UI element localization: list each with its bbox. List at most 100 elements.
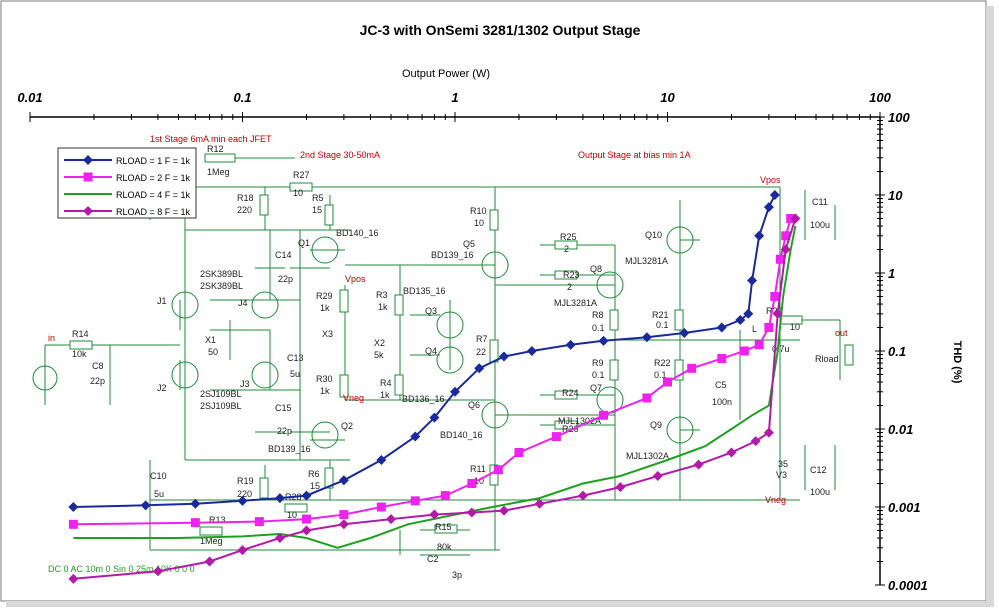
window-frame — [0, 0, 987, 602]
schematic — [32, 153, 854, 556]
series-line — [73, 218, 797, 580]
transistor-symbol — [251, 361, 279, 389]
schematic-label: Q6 — [468, 400, 480, 410]
resistor-symbol — [339, 289, 349, 313]
resistor-symbol — [674, 359, 684, 381]
data-point — [498, 351, 509, 362]
schematic-label: 10 — [474, 476, 484, 486]
schematic-label: Q2 — [341, 421, 353, 431]
legend-label: RLOAD = 1 F = 1k — [116, 156, 191, 166]
schematic-label: Q1 — [298, 238, 310, 248]
data-point — [429, 412, 440, 423]
data-point — [716, 322, 727, 333]
data-point — [410, 496, 420, 506]
schematic-label: 22p — [90, 376, 105, 386]
schematic-label: C10 — [150, 471, 167, 481]
y-tick-label: 0.001 — [888, 500, 921, 515]
data-point — [754, 230, 765, 241]
transistor-symbol — [251, 291, 279, 319]
schematic-label: 1k — [320, 386, 330, 396]
resistor-symbol — [489, 339, 499, 363]
data-point — [790, 213, 801, 224]
data-point — [376, 455, 387, 466]
resistor-symbol — [489, 209, 499, 231]
schematic-label: R4 — [380, 378, 392, 388]
schematic-label: C13 — [287, 353, 304, 363]
transistor-symbol — [666, 226, 694, 254]
data-point — [780, 244, 791, 255]
schematic-label: 1st Stage 6mA min each JFET — [150, 134, 272, 144]
schematic-label: R15 — [435, 522, 452, 532]
data-point — [534, 498, 545, 509]
legend-marker — [83, 155, 93, 165]
resistor-symbol — [674, 309, 684, 331]
transistor-symbol — [171, 291, 199, 319]
schematic-label: BD139_16 — [268, 444, 311, 454]
legend: RLOAD = 1 F = 1k RLOAD = 2 F = 1k RLOAD = … — [57, 147, 197, 219]
data-point — [450, 386, 460, 397]
data-point — [754, 340, 764, 350]
schematic-label: 1k — [320, 303, 330, 313]
axes: 0.01 0.1 1 10 100 100 10 1 0.1 0.01 0.001 0.0001 — [17, 90, 927, 593]
resistor-symbol — [339, 374, 349, 398]
data-point — [68, 519, 78, 529]
series-layer — [68, 190, 801, 584]
data-point — [781, 231, 791, 241]
schematic-label: R18 — [237, 193, 254, 203]
legend-label: RLOAD = 8 F = 1k — [116, 207, 191, 217]
data-point — [237, 545, 248, 556]
data-point — [577, 490, 588, 501]
data-point — [717, 354, 727, 364]
resistor-symbol — [434, 524, 458, 534]
schematic-label: Vneg — [343, 393, 364, 403]
schematic-label: MJL3281A — [554, 298, 597, 308]
schematic-label: R23 — [563, 270, 580, 280]
chart-title: JC-3 with OnSemi 3281/1302 Output Stage — [360, 22, 641, 38]
schematic-label: Q10 — [645, 230, 662, 240]
source-symbol — [32, 365, 58, 391]
data-point — [743, 308, 754, 319]
schematic-label: J1 — [157, 296, 167, 306]
data-point — [739, 346, 749, 356]
x-tick-label: 0.01 — [17, 90, 42, 105]
data-point — [190, 518, 200, 528]
schematic-label: 3p — [452, 570, 462, 580]
data-point — [140, 500, 151, 511]
legend-label: RLOAD = 4 F = 1k — [116, 190, 191, 200]
data-point — [440, 491, 450, 501]
data-point — [493, 465, 503, 475]
data-point — [769, 190, 780, 200]
data-point — [763, 202, 774, 213]
transistor-symbol — [171, 361, 199, 389]
data-point — [274, 533, 285, 544]
schematic-label: Q5 — [463, 239, 475, 249]
schematic-label: 0.1 — [654, 370, 667, 380]
data-point — [642, 393, 652, 403]
series-4 — [68, 213, 801, 584]
legend-label: RLOAD = 2 F = 1k — [116, 173, 191, 183]
resistor-symbol — [199, 526, 223, 536]
schematic-label: 10k — [72, 349, 87, 359]
y-tick-label: 10 — [888, 188, 903, 203]
schematic-label: 1k — [380, 390, 390, 400]
series-line — [73, 218, 792, 526]
schematic-label: MJL1302A — [558, 416, 601, 426]
schematic-label: BD136_16 — [402, 394, 445, 404]
schematic-label: 220 — [237, 489, 252, 499]
schematic-label: C5 — [715, 380, 727, 390]
resistor-symbol — [554, 240, 578, 250]
schematic-label: R25 — [560, 232, 577, 242]
data-point — [565, 339, 576, 350]
data-point — [772, 308, 783, 319]
resistor-symbol — [204, 153, 236, 163]
schematic-label: 100u — [810, 220, 830, 230]
schematic-label: BD140_16 — [440, 430, 483, 440]
resistor-symbol — [69, 340, 93, 350]
schematic-label: 5u — [154, 489, 164, 499]
schematic-label: R5 — [312, 193, 324, 203]
transistor-symbol — [666, 416, 694, 444]
transistor-symbol — [436, 346, 464, 374]
window-shadow-bottom — [6, 601, 994, 607]
schematic-label: 2SK389BL — [200, 281, 243, 291]
data-point — [68, 502, 79, 512]
